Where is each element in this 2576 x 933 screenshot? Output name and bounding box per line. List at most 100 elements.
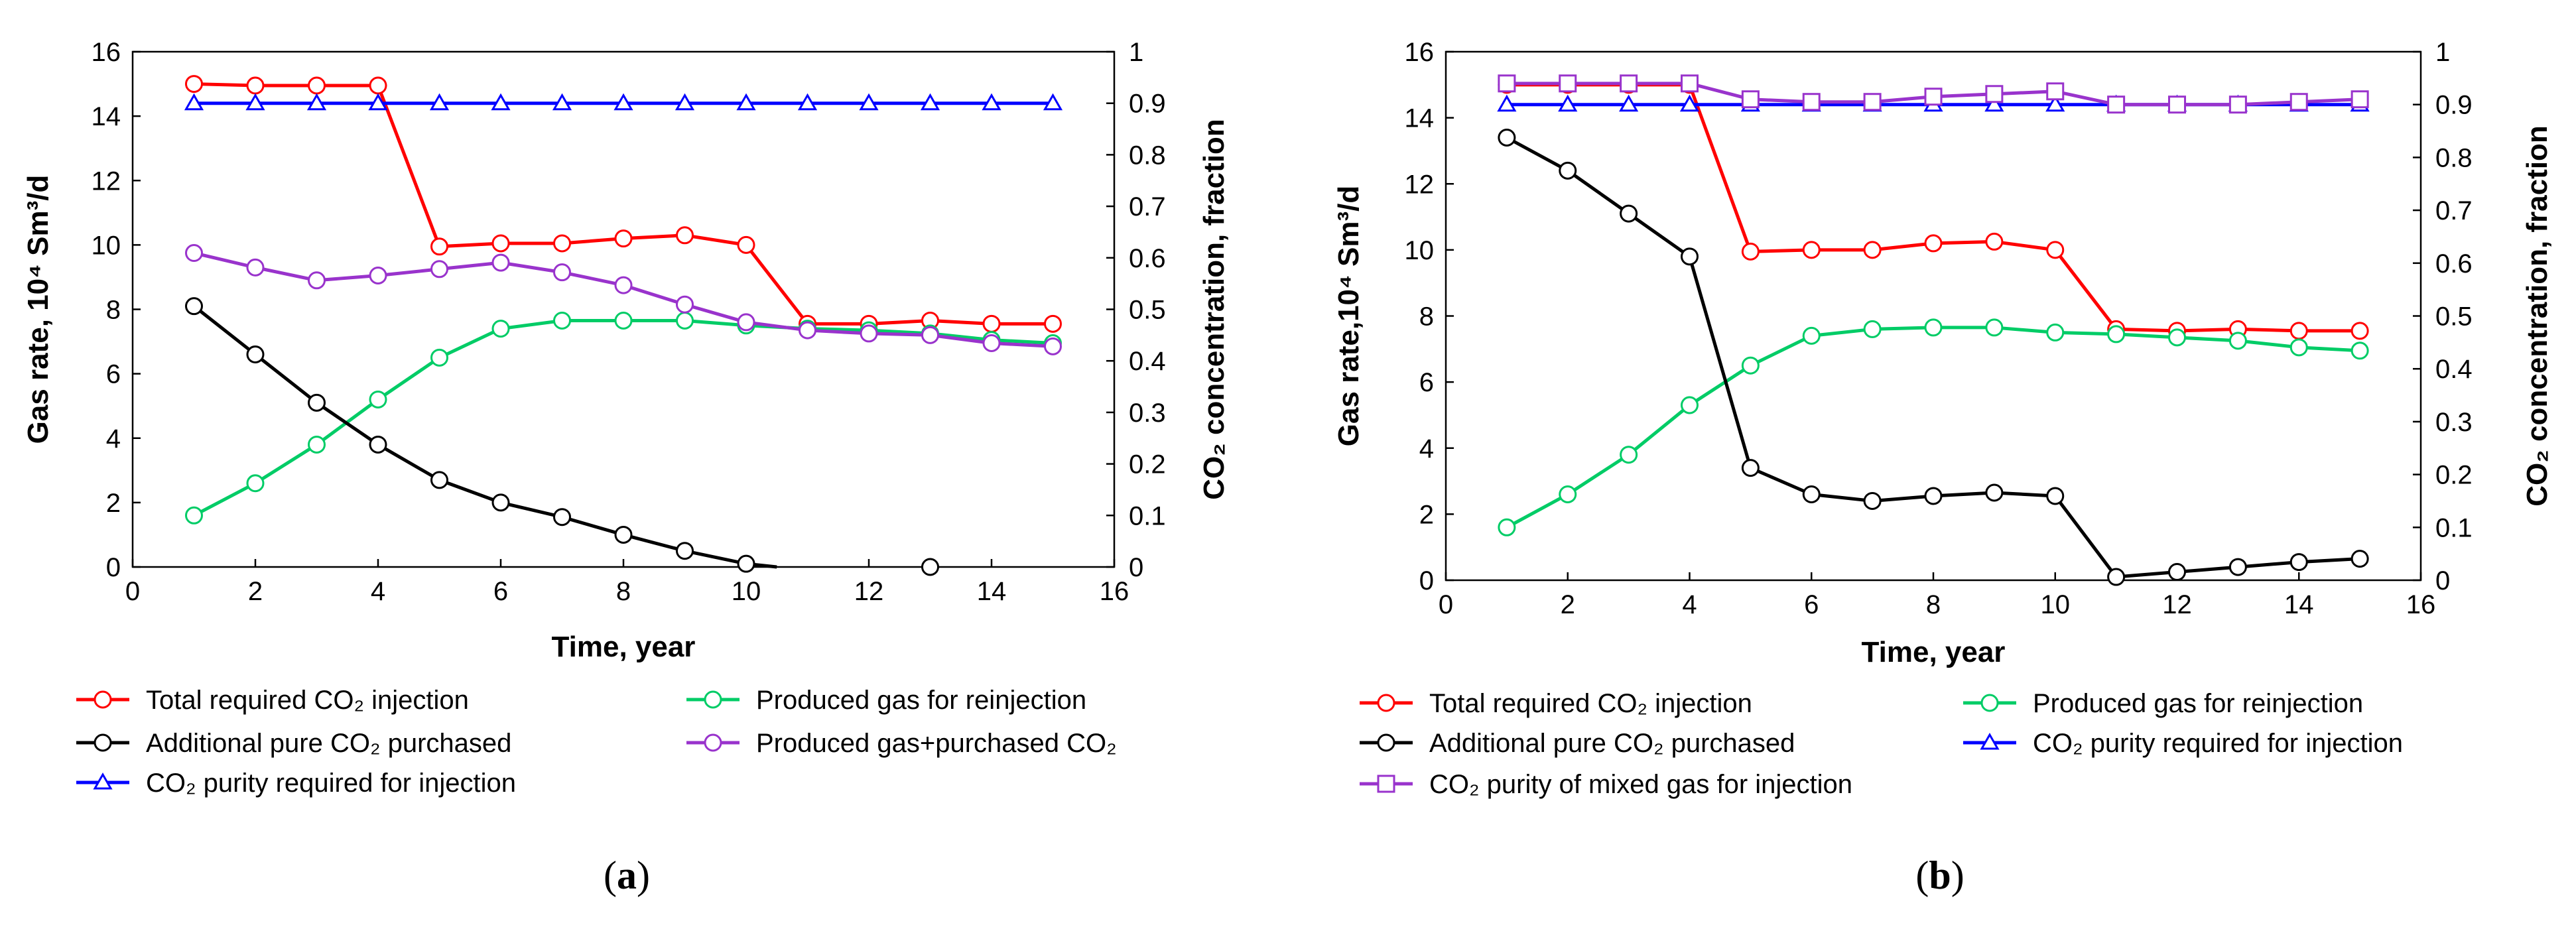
panel-label: (b) [1915, 853, 1964, 897]
legend-swatch-marker [704, 690, 722, 709]
legend-item: Produced gas+purchased CO₂ [686, 729, 1117, 758]
data-point [2168, 95, 2186, 114]
data-point [2351, 550, 2369, 568]
panel-b: 0 2 4 6 8 10 12 14 16024681012141600.10.20.30.40… [1332, 38, 2553, 897]
series-3 [185, 244, 1062, 355]
data-point [185, 506, 203, 525]
legend-item: Total required CO₂ injection [1360, 689, 1752, 718]
y-right-tick-label: 0.3 [2435, 408, 2473, 437]
legend-swatch-marker [94, 733, 112, 752]
data-point [1497, 94, 1517, 112]
y-right-tick-label: 0.9 [2435, 91, 2473, 120]
y-left-tick-label: 16 [92, 38, 121, 67]
data-point [430, 260, 448, 279]
data-point [246, 76, 265, 95]
series-line [193, 318, 1053, 517]
legend-label: Additional pure CO₂ purchased [146, 729, 511, 758]
y-right-tick-label: 0.8 [1129, 141, 1166, 170]
data-point [1741, 242, 1760, 261]
data-point [368, 93, 388, 111]
data-point [2046, 241, 2065, 259]
x-tick-label: 2 [1561, 590, 1575, 619]
data-point [2351, 342, 2369, 360]
x-tick-label: 10 [732, 577, 761, 606]
data-point [1044, 337, 1062, 355]
data-point [185, 75, 203, 93]
y-right-tick-label: 0.5 [1129, 296, 1166, 325]
data-point [2046, 323, 2065, 342]
data-point [860, 324, 878, 343]
data-point [1924, 88, 1943, 106]
data-point [1498, 74, 1516, 93]
data-point [982, 334, 1001, 352]
data-point [1681, 74, 1699, 93]
data-point [797, 93, 818, 111]
legend-item: CO₂ purity required for injection [1963, 729, 2403, 758]
x-tick-label: 0 [1439, 590, 1453, 619]
legend-item: Additional pure CO₂ purchased [76, 729, 511, 758]
y-left-tick-label: 2 [106, 489, 121, 518]
data-point [308, 76, 326, 95]
data-point [676, 311, 694, 330]
y-left-tick-label: 2 [1419, 500, 1434, 529]
data-point [184, 93, 204, 111]
legend-item: CO₂ purity required for injection [76, 769, 516, 798]
data-point [1620, 74, 1638, 93]
data-point [185, 297, 203, 316]
y-right-axis-title: CO₂ concentration, fraction [1198, 119, 1230, 500]
data-point [614, 276, 633, 294]
x-tick-label: 6 [493, 577, 508, 606]
data-point [491, 320, 510, 338]
data-point [1044, 314, 1062, 333]
data-point [1863, 241, 1882, 259]
panel-label-letter: b [1929, 853, 1951, 897]
legend-swatch-marker [1377, 775, 1395, 793]
y-left-axis-title: Gas rate,10⁴ Sm³/d [1332, 186, 1365, 447]
y-left-tick-label: 6 [1419, 368, 1434, 397]
series-2 [1498, 129, 2369, 586]
x-tick-label: 4 [1682, 590, 1697, 619]
data-point [369, 267, 387, 285]
data-point [491, 493, 510, 512]
data-point [614, 229, 633, 248]
data-point [369, 390, 387, 408]
y-right-axis-title: CO₂ concentration, fraction [2521, 125, 2553, 507]
data-point [308, 393, 326, 412]
data-point [614, 525, 633, 544]
y-right-tick-label: 0.8 [2435, 143, 2473, 172]
data-point [859, 93, 879, 111]
x-tick-label: 14 [2284, 590, 2314, 619]
data-point [1043, 93, 1063, 111]
data-point [246, 258, 265, 277]
data-point [676, 542, 694, 560]
legend-item: Total required CO₂ injection [76, 686, 469, 715]
panel-label-open: ( [604, 853, 617, 897]
legend-swatch-marker [704, 733, 722, 752]
y-left-tick-label: 4 [106, 424, 121, 454]
data-point [1681, 396, 1699, 414]
series-4 [184, 93, 1063, 111]
legend-label: Additional pure CO₂ purchased [1429, 729, 1795, 758]
data-point [552, 93, 572, 111]
data-point [2228, 332, 2247, 350]
data-point [2289, 338, 2308, 357]
y-right-tick-label: 1 [2435, 38, 2450, 67]
data-point [1863, 93, 1882, 111]
x-tick-label: 10 [2041, 590, 2071, 619]
data-point [2046, 82, 2065, 101]
y-left-tick-label: 12 [1405, 170, 1435, 199]
legend-label: Produced gas for reinjection [756, 686, 1086, 715]
data-point [369, 435, 387, 454]
x-tick-label: 12 [854, 577, 884, 606]
data-point [1559, 485, 1577, 503]
y-right-tick-label: 0.3 [1129, 399, 1166, 428]
data-point [613, 93, 633, 111]
legend-swatch-marker [1377, 694, 1395, 712]
data-point [2107, 95, 2126, 114]
series-1 [185, 311, 1062, 525]
legend-swatch-marker [93, 772, 113, 790]
x-tick-label: 12 [2162, 590, 2192, 619]
data-point [430, 237, 448, 256]
data-point [1984, 94, 2004, 112]
legend-label: Total required CO₂ injection [1429, 689, 1752, 718]
